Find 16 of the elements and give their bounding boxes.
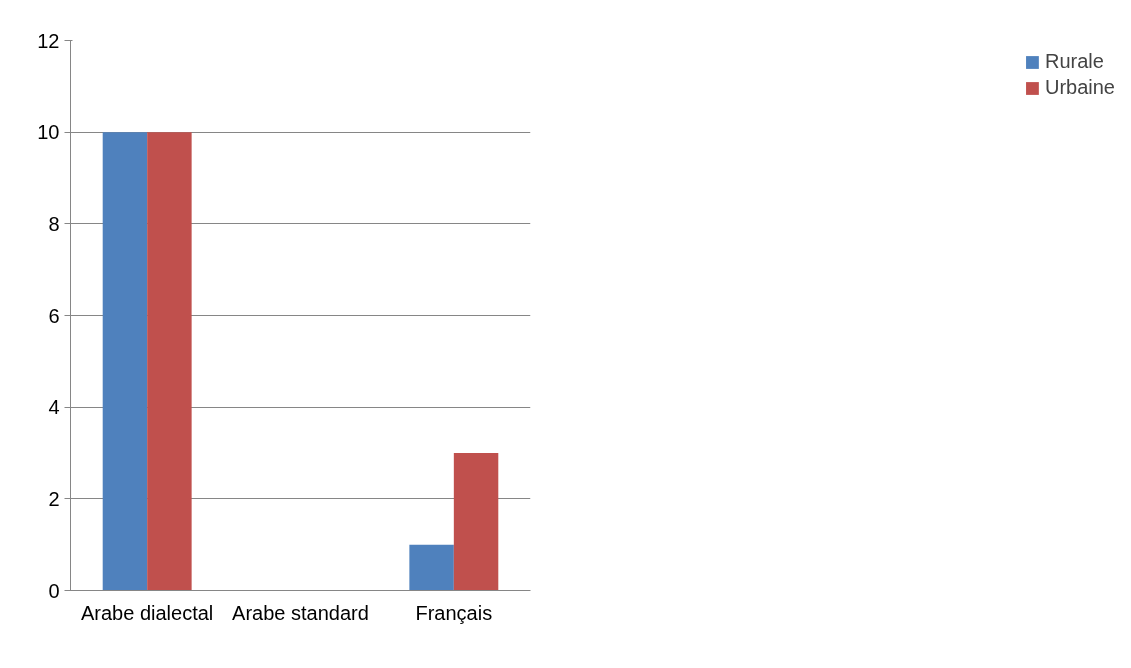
x-tick-label: Arabe standard bbox=[232, 601, 369, 624]
y-tick-label: 12 bbox=[37, 29, 60, 52]
bar bbox=[409, 544, 454, 591]
legend-label: Urbaine bbox=[1044, 76, 1115, 99]
y-tick-label: 4 bbox=[48, 396, 60, 419]
y-tick-label: 0 bbox=[48, 579, 60, 602]
x-tick-label: Français bbox=[415, 601, 493, 624]
y-tick-label: 8 bbox=[48, 212, 60, 235]
y-tick-label: 10 bbox=[37, 121, 60, 144]
y-tick-label: 2 bbox=[48, 487, 60, 510]
bar bbox=[453, 453, 499, 591]
bar bbox=[147, 132, 192, 591]
y-tick-label: 6 bbox=[48, 304, 60, 327]
legend-label: Rurale bbox=[1044, 50, 1104, 73]
bar bbox=[102, 132, 148, 591]
x-tick-label: Arabe dialectal bbox=[81, 601, 214, 624]
